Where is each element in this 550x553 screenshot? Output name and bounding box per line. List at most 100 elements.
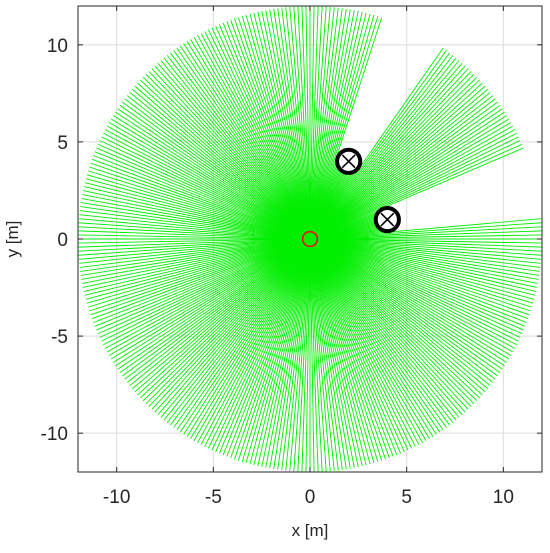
scan-ray xyxy=(309,101,498,240)
scan-ray xyxy=(301,6,311,240)
scan-ray xyxy=(197,34,311,240)
scan-ray xyxy=(179,45,311,240)
scan-ray xyxy=(226,21,311,240)
scan-ray xyxy=(309,47,444,240)
scan-ray xyxy=(115,238,311,367)
scan-ray xyxy=(108,122,311,240)
scan-ray xyxy=(80,202,311,240)
scan-ray xyxy=(309,8,343,240)
scan-ray xyxy=(309,238,469,410)
scan-ray xyxy=(253,238,311,466)
scan-ray xyxy=(309,238,491,386)
scan-ray xyxy=(305,238,311,472)
y-tick-label: 5 xyxy=(57,133,68,154)
scan-ray xyxy=(309,238,501,374)
scan-ray xyxy=(309,238,542,252)
scan-ray xyxy=(215,238,311,453)
scan-ray xyxy=(145,238,311,405)
x-tick-label: 10 xyxy=(493,487,514,508)
scan-ray xyxy=(148,238,311,407)
scan-ray xyxy=(309,238,540,272)
scan-ray xyxy=(94,151,311,240)
scan-ray xyxy=(78,238,311,244)
scan-ray xyxy=(163,238,311,421)
scan-ray xyxy=(309,238,510,360)
scan-ray xyxy=(309,238,540,276)
scan-ray xyxy=(137,82,311,240)
scan-ray xyxy=(309,238,430,439)
x-tick-label: 0 xyxy=(305,487,316,508)
scan-ray xyxy=(309,136,519,240)
scan-ray xyxy=(241,16,311,240)
scan-ray xyxy=(309,238,319,472)
scan-ray xyxy=(90,238,311,316)
scan-ray xyxy=(211,27,311,240)
scan-ray xyxy=(82,190,311,240)
scan-ray xyxy=(309,238,498,377)
scan-ray xyxy=(140,79,311,240)
scan-ray xyxy=(122,101,311,240)
scan-ray xyxy=(80,206,311,240)
scan-ray xyxy=(309,218,542,240)
obstacle-x-mark xyxy=(380,212,395,227)
scan-ray xyxy=(305,6,311,240)
scan-ray xyxy=(82,238,311,284)
scan-ray xyxy=(173,50,311,240)
scan-ray xyxy=(285,238,311,471)
scan-ray xyxy=(134,85,311,240)
scan-ray xyxy=(269,238,311,469)
scan-ray xyxy=(93,238,311,323)
scan-ray xyxy=(309,238,535,300)
scan-ray xyxy=(309,143,523,240)
scan-ray xyxy=(309,11,363,240)
scan-ray xyxy=(289,238,311,472)
scan-ray xyxy=(237,238,311,461)
scan-ray xyxy=(190,238,311,439)
obstacle-x-mark xyxy=(341,154,356,169)
scan-ray xyxy=(309,238,454,423)
scan-ray xyxy=(91,158,311,240)
scan-ray xyxy=(309,238,466,413)
scan-ray xyxy=(265,238,311,468)
scan-ray xyxy=(309,6,327,240)
y-tick-label: -5 xyxy=(51,327,68,348)
scan-ray xyxy=(78,226,311,240)
scan-ray xyxy=(289,6,311,240)
scan-ray xyxy=(124,238,311,380)
scan-ray xyxy=(122,238,311,377)
scan-ray xyxy=(309,73,475,240)
scan-ray xyxy=(106,125,311,240)
scan-ray xyxy=(131,88,311,240)
scan-ray xyxy=(309,238,402,454)
scan-ray xyxy=(309,238,494,383)
scan-ray xyxy=(103,132,311,240)
scan-ray xyxy=(211,238,311,451)
scan-ray xyxy=(84,238,311,296)
scan-ray xyxy=(309,79,480,240)
scan-ray xyxy=(81,198,311,240)
scan-ray xyxy=(85,238,311,300)
scan-ray xyxy=(80,238,311,272)
scan-ray xyxy=(309,68,469,240)
scan-ray xyxy=(309,238,420,445)
scan-ray xyxy=(277,238,311,470)
scan-ray xyxy=(309,238,371,465)
scan-ray xyxy=(309,238,460,418)
scan-ray xyxy=(79,214,311,240)
scan-ray xyxy=(309,108,503,240)
scan-ray xyxy=(309,95,494,240)
scan-ray xyxy=(309,17,383,240)
scan-ray xyxy=(126,238,311,383)
scan-ray xyxy=(99,238,311,338)
scan-ray xyxy=(160,238,311,418)
scan-ray xyxy=(129,92,311,240)
scan-ray xyxy=(273,8,311,240)
scan-ray xyxy=(309,238,441,433)
scan-ray xyxy=(249,13,311,240)
scan-ray xyxy=(245,14,311,240)
scan-ray xyxy=(309,238,542,248)
scan-ray xyxy=(309,238,521,338)
scan-ray xyxy=(78,238,311,260)
scan-ray xyxy=(78,238,311,252)
